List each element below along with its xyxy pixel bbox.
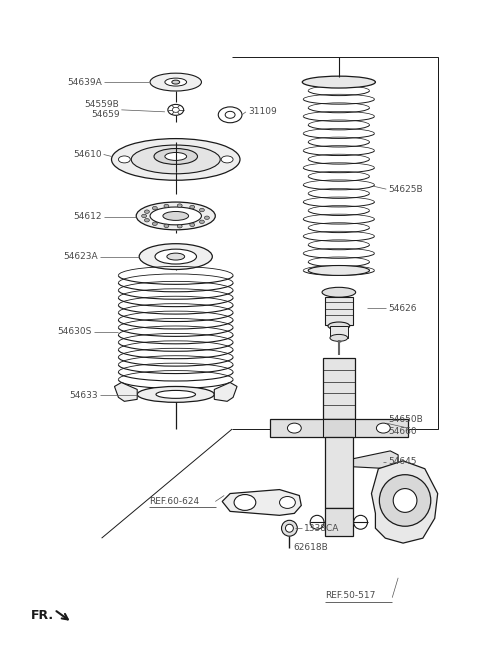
Text: 54633: 54633 [69, 391, 97, 400]
Ellipse shape [190, 223, 195, 227]
Ellipse shape [165, 78, 187, 86]
Text: 54625B: 54625B [388, 185, 423, 194]
Ellipse shape [136, 202, 216, 230]
Ellipse shape [288, 423, 301, 433]
Bar [270, 419, 408, 437]
Ellipse shape [225, 111, 235, 119]
Bar [330, 326, 348, 338]
Ellipse shape [168, 104, 184, 115]
Ellipse shape [322, 287, 356, 297]
Bar [325, 509, 353, 536]
Text: REF.60-624: REF.60-624 [149, 497, 199, 506]
Ellipse shape [156, 391, 195, 399]
Ellipse shape [328, 322, 350, 330]
Text: 54639A: 54639A [67, 78, 102, 87]
Polygon shape [372, 461, 438, 543]
Bar [325, 437, 353, 509]
Ellipse shape [150, 207, 202, 225]
Ellipse shape [144, 218, 149, 222]
Ellipse shape [234, 494, 256, 511]
Ellipse shape [199, 220, 204, 224]
Ellipse shape [190, 205, 195, 209]
Ellipse shape [218, 107, 242, 122]
Text: 54626: 54626 [388, 304, 417, 312]
Text: 54612: 54612 [73, 213, 102, 222]
Ellipse shape [177, 224, 182, 228]
Ellipse shape [286, 524, 293, 532]
Ellipse shape [154, 148, 197, 165]
Text: 54650B: 54650B [388, 415, 423, 424]
Ellipse shape [376, 423, 390, 433]
Ellipse shape [167, 253, 185, 260]
Ellipse shape [144, 210, 149, 213]
Ellipse shape [163, 211, 189, 220]
Bar [325, 297, 353, 325]
Text: FR.: FR. [30, 609, 54, 622]
Ellipse shape [119, 156, 130, 163]
Text: 62618B: 62618B [294, 543, 328, 552]
Ellipse shape [155, 249, 196, 264]
Ellipse shape [204, 216, 209, 220]
Ellipse shape [139, 244, 212, 270]
Bar [323, 358, 355, 419]
Ellipse shape [221, 156, 233, 163]
Ellipse shape [172, 80, 180, 84]
Ellipse shape [111, 139, 240, 180]
Ellipse shape [281, 520, 297, 536]
Text: 54610: 54610 [73, 150, 102, 159]
Ellipse shape [164, 204, 169, 208]
Ellipse shape [152, 222, 157, 226]
Ellipse shape [137, 386, 214, 402]
Ellipse shape [379, 475, 431, 526]
Ellipse shape [393, 489, 417, 513]
Bar [323, 419, 355, 437]
Ellipse shape [165, 152, 187, 161]
Text: 1338CA: 1338CA [304, 524, 340, 533]
Ellipse shape [308, 266, 370, 275]
Ellipse shape [172, 108, 179, 112]
Text: 31109: 31109 [248, 108, 276, 117]
Text: 54645: 54645 [388, 457, 417, 467]
Polygon shape [114, 382, 137, 401]
Polygon shape [222, 490, 301, 515]
Polygon shape [214, 382, 237, 401]
Text: REF.50-517: REF.50-517 [325, 591, 375, 600]
Ellipse shape [150, 73, 202, 91]
Ellipse shape [164, 224, 169, 227]
Ellipse shape [131, 145, 220, 174]
Ellipse shape [310, 515, 324, 529]
Ellipse shape [330, 334, 348, 341]
Ellipse shape [302, 76, 375, 88]
Ellipse shape [354, 515, 368, 529]
Text: 54559B: 54559B [84, 100, 120, 110]
Ellipse shape [199, 209, 204, 212]
Polygon shape [353, 451, 398, 469]
Text: 54660: 54660 [388, 426, 417, 435]
Ellipse shape [152, 207, 157, 210]
Text: 54659: 54659 [91, 110, 120, 119]
Text: 54623A: 54623A [63, 252, 97, 261]
Ellipse shape [177, 204, 182, 207]
Ellipse shape [142, 214, 146, 218]
Text: 54630S: 54630S [58, 327, 92, 336]
Ellipse shape [279, 496, 295, 509]
